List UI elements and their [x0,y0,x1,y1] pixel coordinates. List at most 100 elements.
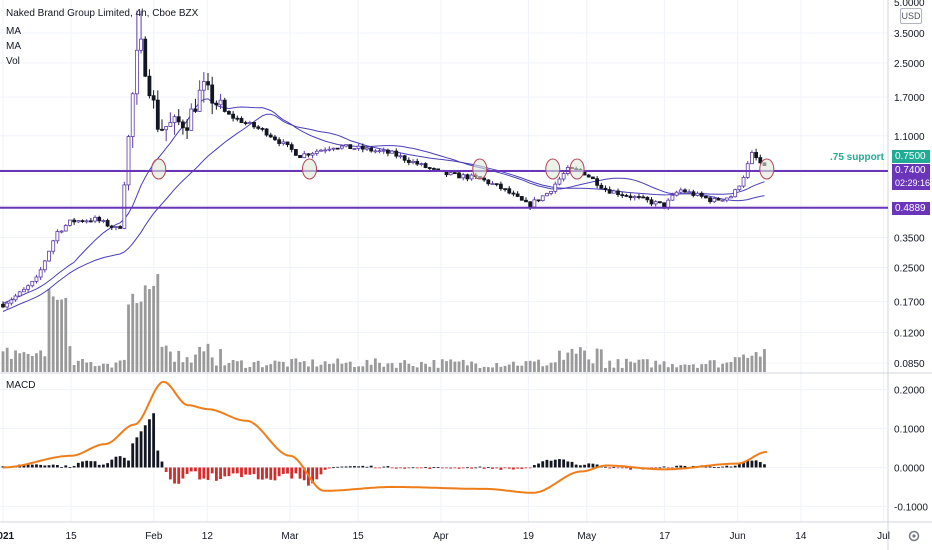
candle-body [386,149,390,154]
volume-bar [164,345,168,372]
candle-body [498,183,503,190]
macd-hist-bar [390,467,394,469]
macd-hist-bar [411,467,415,469]
volume-bar [39,350,43,372]
macd-legend[interactable]: MACD [6,380,36,391]
volume-bar [746,357,750,372]
ma1-legend[interactable]: MA [6,26,21,37]
volume-bar [55,299,59,372]
candle-body [323,149,328,152]
volume-bar [64,297,68,372]
macd-hist-bar [131,443,135,468]
gear-icon[interactable] [906,528,922,544]
macd-hist-bar [482,467,486,469]
candle-body [545,192,549,197]
volume-bar [256,360,260,372]
volume-bar [754,352,758,372]
touch-circle [301,158,317,180]
macd-hist-bar [135,437,139,468]
candle-body [394,150,399,157]
volume-bar [449,359,453,372]
candle-body [348,144,353,150]
macd-hist-bar [587,463,591,468]
candle-body [164,126,169,131]
volume-bar [570,348,574,372]
volume-bar [578,347,582,372]
macd-hist-bar [386,466,390,468]
volume-bar [373,358,377,372]
currency-button[interactable]: USD [900,8,922,24]
volume-bar [591,363,595,372]
macd-hist-bar [139,431,143,468]
volume-bar [650,367,653,372]
macd-hist-bar [290,467,294,479]
price-tick-9: 0.1200 [894,329,925,340]
macd-hist-bar [470,467,473,469]
candle-body [176,116,181,123]
macd-hist-bar [553,459,557,468]
time-tick-2: Feb [145,531,163,542]
volume-bar [18,353,22,372]
volume-bar [482,366,486,372]
candle-body [557,178,562,185]
vol-legend[interactable]: Vol [6,56,20,67]
macd-hist-bar [248,467,252,475]
ma2-legend[interactable]: MA [6,41,21,52]
volume-bar [737,357,741,372]
macd-hist-bar [507,467,511,469]
candle-body [373,150,378,153]
volume-bar [407,363,411,372]
volume-bar [315,366,319,372]
macd-hist-bar [143,425,147,468]
volume-bar [194,354,197,372]
macd-hist-bar [265,467,268,479]
candle-body [197,89,202,112]
candle-body [5,302,10,308]
candle-body [427,167,432,169]
macd-hist-bar [281,467,285,474]
candle-body [13,295,18,301]
candle-body [105,220,110,227]
macd-hist-bar [457,467,461,469]
volume-bar [691,364,695,372]
volume-bar [679,365,683,372]
touch-circle [545,158,561,180]
macd-hist-bar [231,467,235,474]
macd-hist-bar [194,467,197,472]
candle-body [674,191,679,196]
macd-hist-bar [595,464,599,468]
candle-body [369,147,374,152]
time-tick-4: Mar [281,531,299,542]
candle-body [339,145,344,149]
macd-hist-bar [524,467,528,469]
candle-body [402,155,407,161]
candle-body [239,117,244,123]
volume-bar [344,362,348,372]
macd-hist-bar [168,467,172,480]
candle-body [352,148,357,150]
volume-bar [357,366,361,372]
macd-hist-bar [110,459,114,468]
volume-bars [1,274,766,372]
volume-bar [742,354,745,372]
macd-hist-bar [666,467,670,469]
price-tick-3: 1.1000 [894,132,925,143]
macd-hist-bar [466,467,469,469]
macd-hist-bar [97,464,101,468]
macd-hist-bar [298,467,302,479]
macd-hist-bar [85,460,89,468]
macd-hist-bar [210,467,214,474]
candle-body [507,188,512,194]
candle-body [227,111,231,115]
macd-hist-bar [235,467,239,474]
macd-hist-bar [357,466,361,468]
volume-bar [307,366,310,372]
volume-bar [750,355,754,372]
price-tick-1: 2.5000 [894,59,925,70]
macd-hist-bar [394,467,398,469]
macd-hist-bar [750,460,754,468]
candle-body [365,147,369,150]
volume-bar [587,359,591,372]
volume-bar [545,365,549,372]
